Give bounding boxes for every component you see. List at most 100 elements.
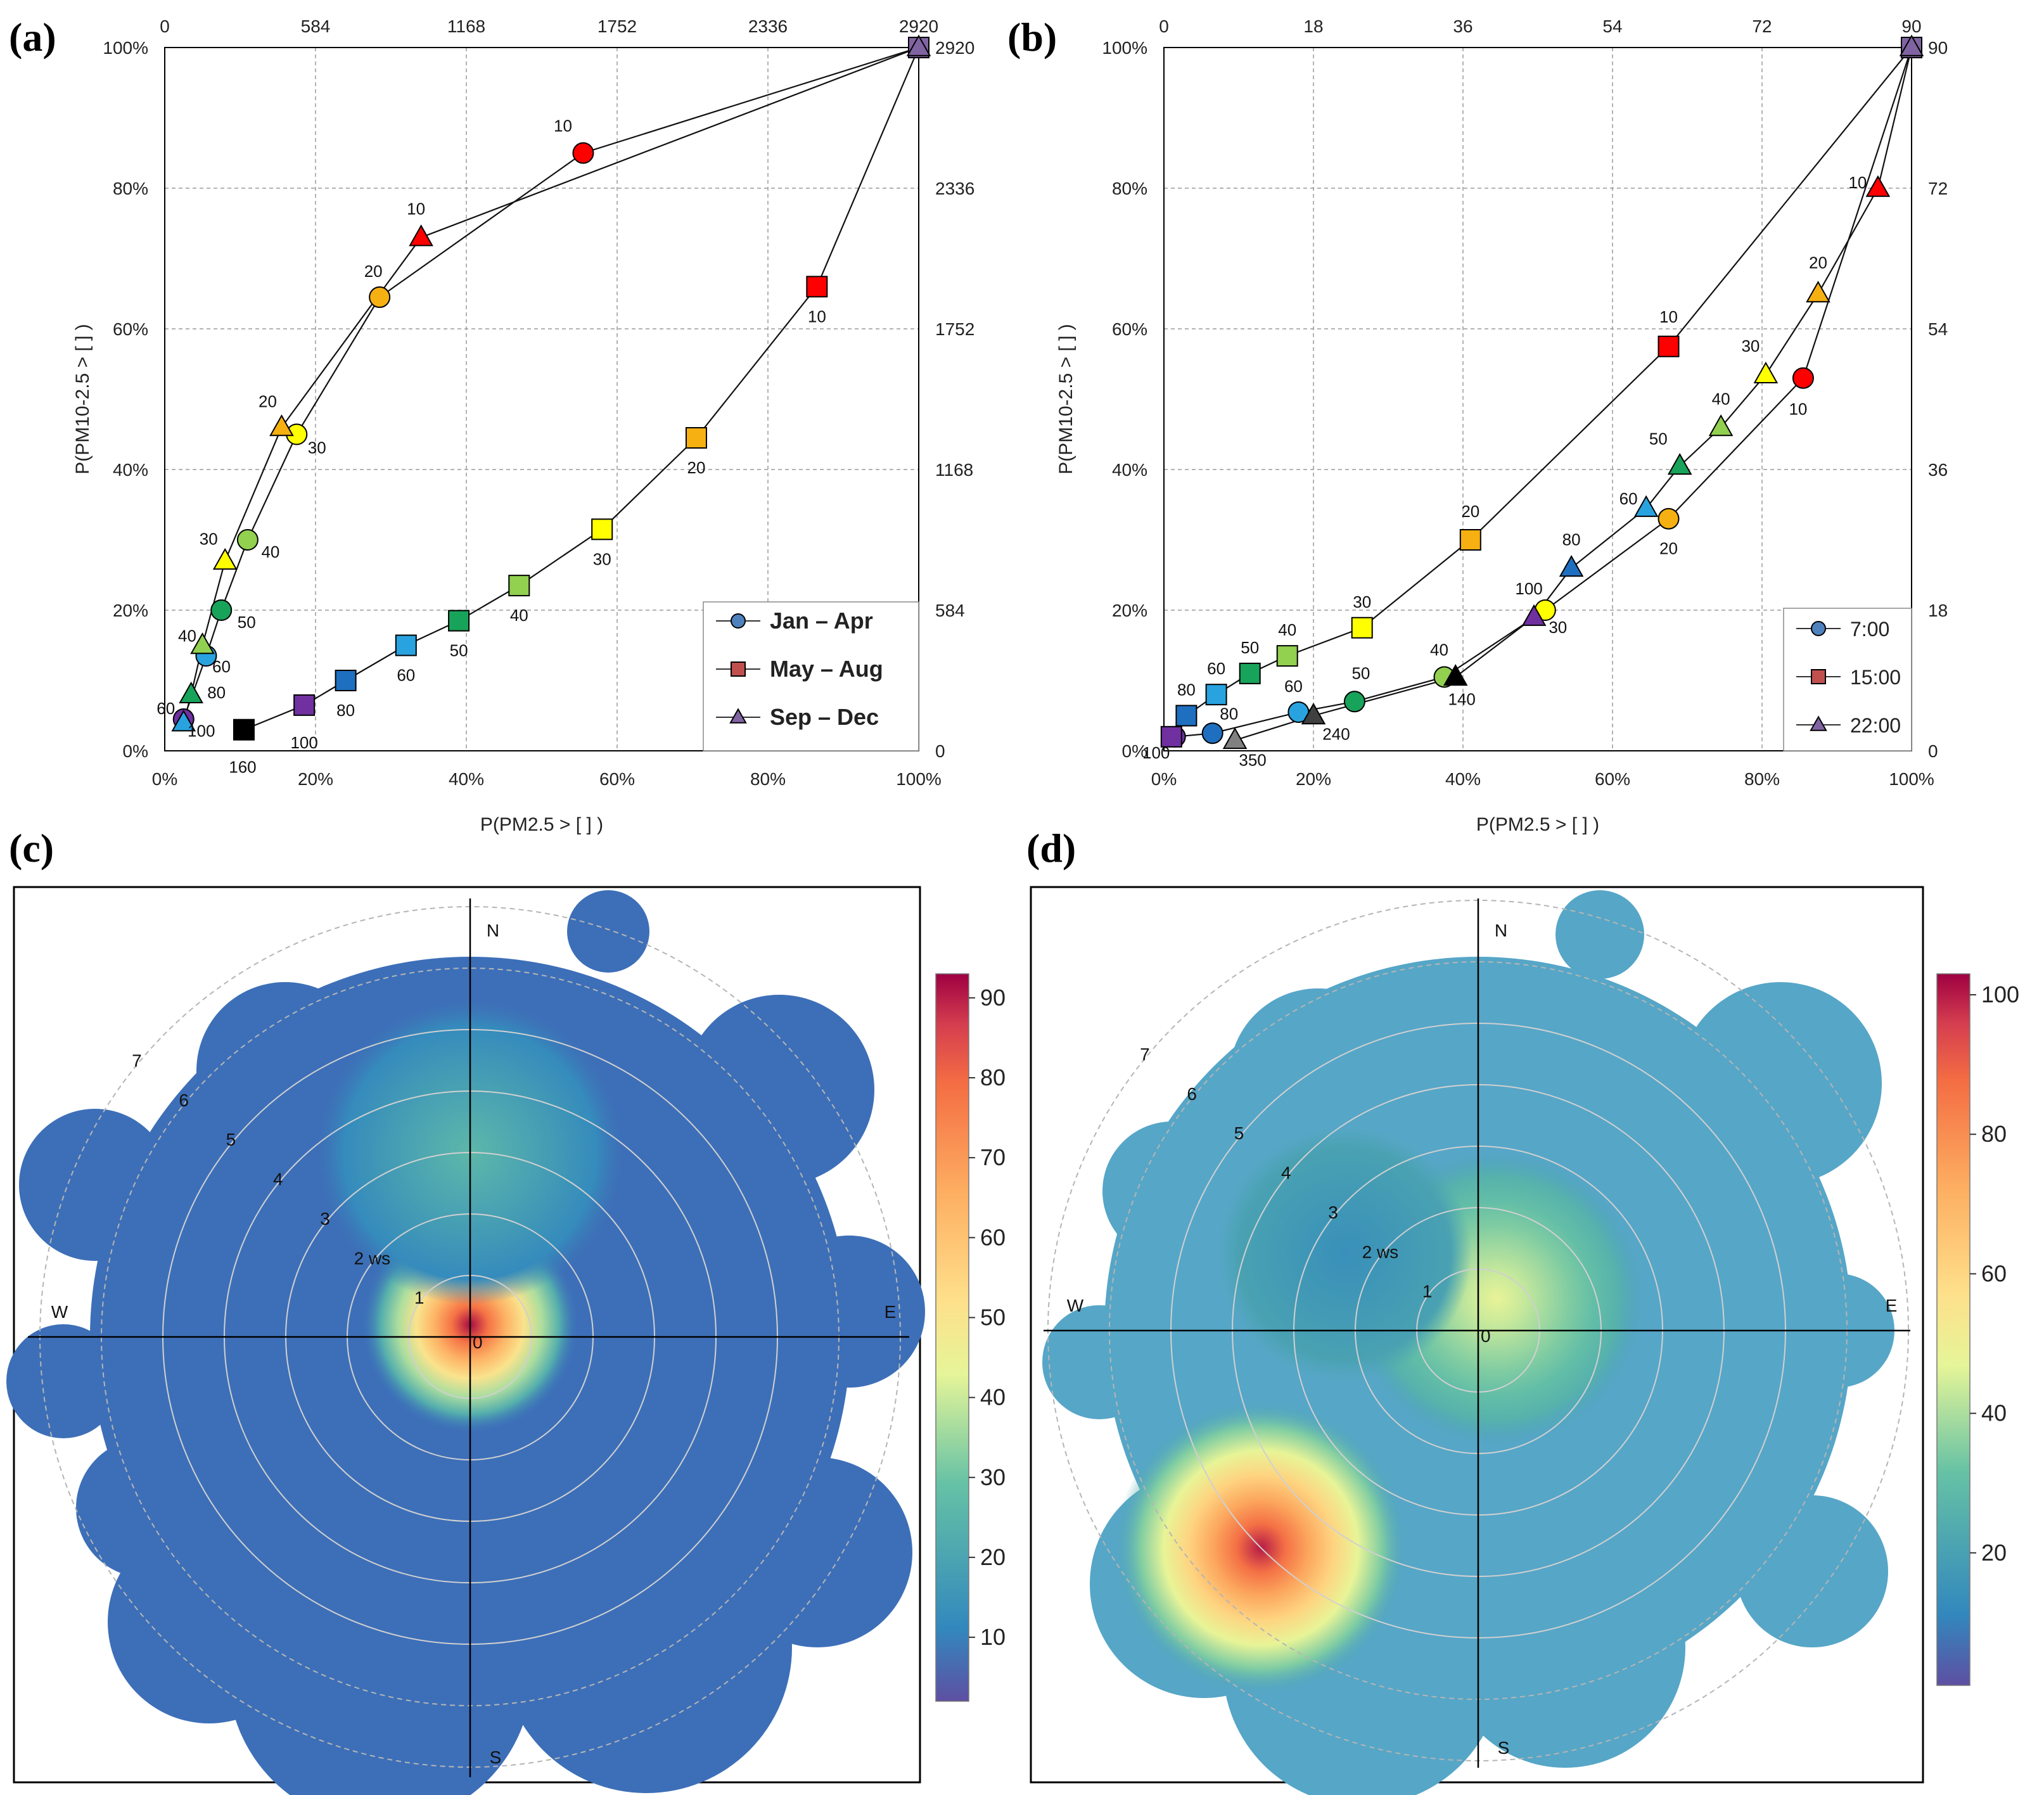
compass-west: W xyxy=(51,1302,68,1322)
x-tick-label: 20% xyxy=(1296,769,1331,789)
data-point xyxy=(448,610,470,632)
data-point xyxy=(1658,508,1680,530)
data-point xyxy=(685,427,707,449)
data-label: 80 xyxy=(207,683,226,702)
x-tick-label: 100% xyxy=(1889,769,1934,789)
data-label: 80 xyxy=(1562,530,1581,549)
wind-speed-ring-label: 1 xyxy=(1422,1282,1433,1301)
data-label: 30 xyxy=(1353,592,1371,611)
panel-d-polar-plot: 1 2 ws 3 4 5 6 7 0 N E S W xyxy=(1042,890,1910,1795)
series-line xyxy=(243,47,920,731)
data-point xyxy=(1658,335,1680,357)
top-axis-tick-label: 18 xyxy=(1303,16,1323,36)
wind-speed-ring-label: 3 xyxy=(1328,1203,1338,1222)
data-point xyxy=(572,142,594,164)
data-label: 100 xyxy=(188,722,215,741)
legend-marker xyxy=(1810,715,1827,731)
data-point xyxy=(1559,554,1584,577)
wind-speed-ring-label: 1 xyxy=(414,1288,425,1308)
wind-speed-ring-label: 5 xyxy=(226,1130,236,1149)
y-tick-label: 40% xyxy=(1112,460,1147,480)
series-line xyxy=(1234,47,1913,741)
compass-north: N xyxy=(487,921,499,940)
data-label: 30 xyxy=(1549,618,1567,637)
data-label: 10 xyxy=(407,200,425,219)
data-point xyxy=(1276,645,1298,667)
data-label: 60 xyxy=(212,657,231,676)
y-tick-label: 80% xyxy=(113,179,148,198)
legend-entry-label: 22:00 xyxy=(1850,714,1901,737)
legend-entry-label: Jan – Apr xyxy=(770,608,873,634)
compass-south: S xyxy=(1498,1738,1510,1758)
data-label: 60 xyxy=(397,666,415,685)
data-label: 140 xyxy=(1448,689,1476,708)
compass-east: E xyxy=(1886,1296,1898,1315)
colorbar-tick-label: 40 xyxy=(1981,1400,2007,1426)
pollution-rose-coverage xyxy=(1679,982,1882,1185)
data-point xyxy=(1239,662,1261,684)
panel-d-label: (d) xyxy=(1026,826,1076,871)
compass-east: E xyxy=(885,1302,897,1322)
panel-a-y-axis-title: P(PM10-2.5 > [ ] ) xyxy=(72,324,93,475)
center-label: 0 xyxy=(473,1332,483,1352)
pollution-rose-coverage xyxy=(19,1109,171,1261)
right-axis-tick-label: 2920 xyxy=(935,38,974,58)
data-label: 10 xyxy=(808,307,826,326)
data-point xyxy=(1351,616,1373,639)
panel-a-plot-area xyxy=(164,47,919,751)
data-label: 350 xyxy=(1239,750,1266,769)
data-point xyxy=(1443,664,1468,686)
data-point xyxy=(1753,361,1779,383)
y-tick-label: 60% xyxy=(1112,319,1147,339)
data-label: 160 xyxy=(229,758,256,777)
legend-entry-label: 15:00 xyxy=(1850,666,1901,689)
data-label: 50 xyxy=(1241,638,1259,657)
wind-speed-ring-label: 5 xyxy=(1234,1123,1244,1143)
data-label: 20 xyxy=(259,392,277,411)
right-axis-tick-label: 54 xyxy=(1928,319,1948,339)
x-tick-label: 80% xyxy=(750,769,786,789)
wind-speed-ring-label: 7 xyxy=(132,1051,142,1071)
x-tick-label: 0% xyxy=(1151,769,1177,789)
data-point xyxy=(1201,722,1223,744)
y-tick-label: 40% xyxy=(113,460,148,480)
right-axis-tick-label: 2336 xyxy=(935,179,974,198)
legend-box xyxy=(1783,608,1912,751)
y-tick-label: 100% xyxy=(1102,38,1147,58)
x-tick-label: 80% xyxy=(1744,769,1780,789)
data-label: 10 xyxy=(1789,400,1807,419)
wind-speed-ring-label: 6 xyxy=(179,1090,189,1110)
data-label: 30 xyxy=(1741,336,1760,355)
colorbar-scale xyxy=(1936,973,1971,1686)
colorbar-tick-label: 80 xyxy=(980,1064,1006,1090)
panel-a: (a) 0% 20% 40% 60% 80% 100% 0% 20% 40% 60% 80% 100%… xyxy=(9,15,974,835)
y-tick-label: 0% xyxy=(1122,741,1147,761)
data-point xyxy=(179,681,203,703)
x-tick-label: 40% xyxy=(1445,769,1481,789)
panel-a-ticks: 0% 20% 40% 60% 80% 100% 0% 20% 40% 60% 80% 100% 0 584… xyxy=(103,16,974,789)
data-point xyxy=(1792,367,1814,389)
x-tick-label: 100% xyxy=(896,769,942,789)
wind-speed-ring-label: 6 xyxy=(1187,1084,1197,1104)
colorbar-tick-label: 80 xyxy=(1981,1121,2007,1147)
data-label: 30 xyxy=(593,549,611,568)
right-axis-tick-label: 1752 xyxy=(935,319,974,339)
data-label: 100 xyxy=(290,733,317,752)
data-point xyxy=(806,276,828,298)
legend-marker xyxy=(1811,621,1826,636)
panel-a-legend: Jan – Apr May – Aug Sep – Dec xyxy=(703,601,919,751)
top-axis-tick-label: 584 xyxy=(301,16,331,36)
data-point xyxy=(1633,495,1659,517)
colorbar-tick-label: 70 xyxy=(980,1144,1006,1170)
compass-north: N xyxy=(1495,921,1507,940)
data-point xyxy=(1521,604,1547,626)
top-axis-tick-label: 1168 xyxy=(447,16,485,36)
x-tick-label: 60% xyxy=(599,769,635,789)
data-point xyxy=(591,518,613,540)
data-point xyxy=(1708,414,1734,437)
data-label: 40 xyxy=(510,606,528,625)
panel-b-series: 100 80 60 50 40 30 20 10 80 60 50 40 30 20 10 350 240 140… xyxy=(1142,34,1924,769)
right-axis-tick-label: 584 xyxy=(935,601,965,620)
